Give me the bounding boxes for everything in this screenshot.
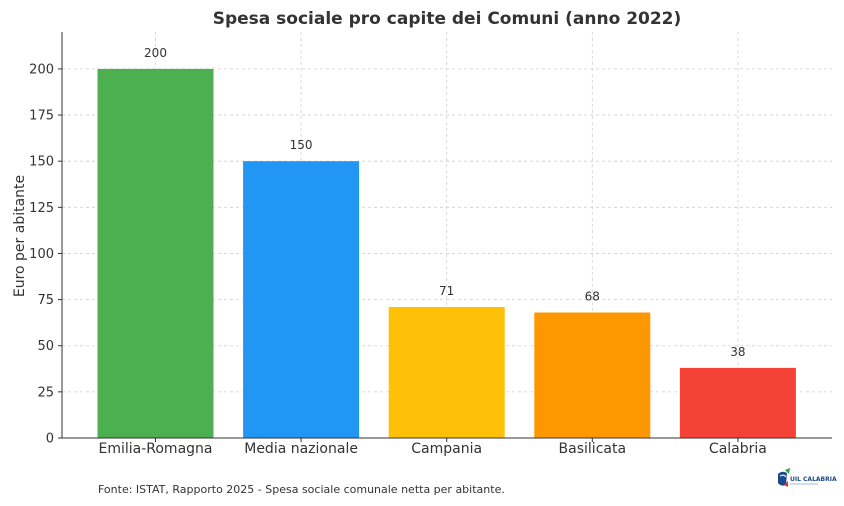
data-label: 38 bbox=[730, 345, 745, 359]
data-label: 71 bbox=[439, 284, 454, 298]
x-tick-label: Media nazionale bbox=[244, 441, 358, 457]
x-tick-label: Basilicata bbox=[559, 441, 627, 457]
data-label: 150 bbox=[290, 138, 313, 152]
y-tick-label: 50 bbox=[37, 339, 54, 354]
chart-title: Spesa sociale pro capite dei Comuni (ann… bbox=[213, 9, 682, 29]
y-tick-label: 150 bbox=[29, 155, 54, 170]
data-label: 68 bbox=[585, 290, 600, 304]
data-label: 200 bbox=[144, 46, 167, 60]
source-note: Fonte: ISTAT, Rapporto 2025 - Spesa soci… bbox=[98, 483, 505, 496]
y-tick-label: 125 bbox=[29, 201, 54, 216]
y-tick-label: 175 bbox=[29, 109, 54, 124]
x-tick-label: Calabria bbox=[709, 441, 767, 457]
bar bbox=[679, 367, 796, 438]
logo-text: UIL CALABRIA bbox=[790, 476, 837, 483]
y-tick-label: 100 bbox=[29, 247, 54, 262]
y-tick-label: 0 bbox=[46, 432, 54, 447]
x-tick-label: Campania bbox=[411, 441, 482, 457]
x-tick-label: Emilia-Romagna bbox=[98, 441, 212, 457]
bar bbox=[388, 306, 505, 438]
y-axis-label: Euro per abitante bbox=[12, 175, 28, 297]
value-labels: 200 150 71 68 38 bbox=[144, 46, 745, 359]
y-axis-ticks: 0 25 50 75 100 125 150 175 200 bbox=[29, 62, 62, 447]
x-axis-ticks: Emilia-Romagna Media nazionale Campania Bas… bbox=[98, 438, 767, 457]
y-tick-label: 75 bbox=[37, 293, 54, 308]
bar bbox=[243, 161, 360, 438]
bar bbox=[534, 312, 651, 438]
bar bbox=[97, 68, 214, 438]
y-tick-label: 25 bbox=[37, 385, 54, 400]
uil-calabria-logo: UIL CALABRIA bbox=[778, 468, 837, 487]
bars bbox=[97, 68, 796, 438]
y-tick-label: 200 bbox=[29, 62, 54, 77]
